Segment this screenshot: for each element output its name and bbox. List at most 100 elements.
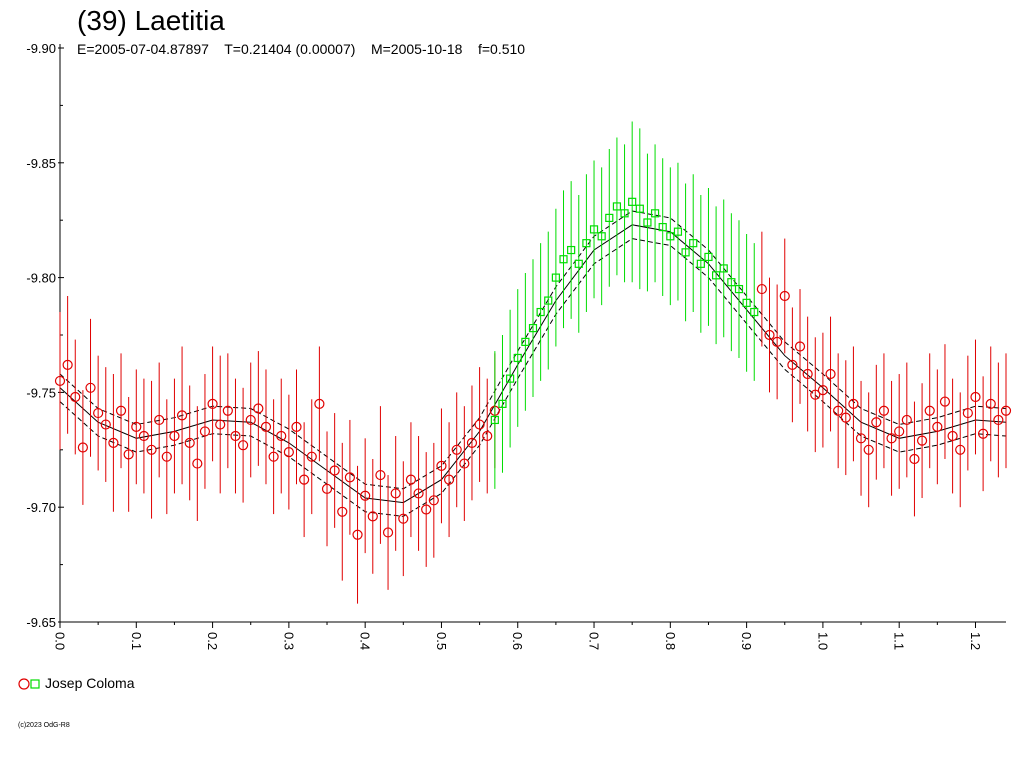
data-point-circle <box>932 421 943 432</box>
data-point-square <box>727 278 736 287</box>
data-point-circle <box>253 403 264 414</box>
y-tick-label: -9.85 <box>26 156 56 171</box>
data-point-circle <box>962 407 973 419</box>
data-point-square <box>536 307 545 317</box>
legend-green-square-marker <box>30 679 40 689</box>
data-point-circle <box>192 458 203 469</box>
data-point-circle <box>405 474 417 485</box>
data-point-square <box>490 415 499 425</box>
data-point-circle <box>62 359 73 370</box>
data-point-circle <box>756 283 767 295</box>
data-point-circle <box>1000 405 1012 416</box>
data-point-circle <box>855 433 867 444</box>
data-point-circle <box>886 433 897 444</box>
data-point-square <box>689 239 698 248</box>
data-point-circle <box>329 465 340 476</box>
data-point-circle <box>237 440 249 451</box>
data-point-square <box>574 259 583 268</box>
data-points <box>54 121 1012 604</box>
data-point-circle <box>138 430 150 442</box>
data-point-circle <box>970 391 981 403</box>
x-tick-label: 0.9 <box>739 632 754 650</box>
x-tick-label: 0.6 <box>510 632 525 650</box>
data-point-circle <box>802 368 813 380</box>
data-point-circle <box>863 444 874 455</box>
chart-title: (39) Laetitia <box>77 5 225 36</box>
data-point-circle <box>344 472 356 483</box>
data-point-circle <box>459 458 470 469</box>
data-point-circle <box>146 444 157 455</box>
data-point-circle <box>161 451 172 462</box>
data-point-circle <box>382 527 394 538</box>
data-point-circle <box>85 382 96 393</box>
data-point-square <box>650 209 660 218</box>
data-point-square <box>612 202 622 211</box>
data-point-circle <box>924 405 935 416</box>
data-point-square <box>551 273 560 282</box>
data-point-square <box>628 197 637 206</box>
data-point-circle <box>169 430 180 442</box>
data-point-square <box>742 298 751 307</box>
y-tick-label: -9.75 <box>26 385 56 400</box>
x-tick-label: 0.7 <box>587 632 602 650</box>
data-point-circle <box>978 428 989 439</box>
data-point-circle <box>764 329 775 341</box>
copyright-note: (c)2023 OdG-R8 <box>18 722 70 729</box>
data-point-circle <box>123 449 134 460</box>
data-point-circle <box>482 430 493 442</box>
data-point-circle <box>306 451 317 462</box>
data-point-square <box>666 232 675 241</box>
data-point-circle <box>154 414 165 426</box>
data-point-circle <box>100 419 111 430</box>
data-point-circle <box>93 407 104 419</box>
data-point-circle <box>299 474 310 485</box>
data-point-square <box>734 284 744 294</box>
data-point-square <box>582 239 591 248</box>
x-tick-label: 0.5 <box>434 632 449 650</box>
data-point-circle <box>871 417 882 428</box>
data-point-circle <box>230 430 241 442</box>
data-point-circle <box>939 396 951 407</box>
data-point-circle <box>321 483 333 494</box>
data-point-circle <box>466 437 478 449</box>
data-point-circle <box>794 341 806 352</box>
data-point-square <box>513 353 522 363</box>
data-point-square <box>589 225 599 234</box>
data-point-circle <box>833 405 844 416</box>
x-tick-label: 1.0 <box>815 632 830 650</box>
data-point-circle <box>276 430 287 442</box>
data-point-circle <box>352 529 363 540</box>
x-tick-label: 1.1 <box>892 632 907 650</box>
x-tick-label: 0.2 <box>205 632 220 650</box>
data-point-circle <box>901 414 912 426</box>
data-point-circle <box>131 421 142 432</box>
data-point-square <box>567 245 576 255</box>
data-point-square <box>704 252 713 262</box>
data-point-square <box>643 218 652 227</box>
data-point-circle <box>260 421 272 432</box>
data-point-circle <box>215 419 226 430</box>
data-point-circle <box>443 474 455 485</box>
model-upper-band <box>59 210 1007 490</box>
data-point-circle <box>108 437 119 449</box>
data-point-square <box>719 264 728 273</box>
x-tick-label: 0.3 <box>281 632 296 650</box>
x-tick-label: 1.2 <box>968 632 983 650</box>
x-tick-label: 0.4 <box>358 632 373 650</box>
data-point-circle <box>779 290 790 302</box>
data-point-circle <box>184 437 195 449</box>
data-point-circle <box>337 506 348 517</box>
data-point-circle <box>222 405 233 416</box>
data-point-square <box>711 271 721 280</box>
data-point-square <box>544 296 553 305</box>
chart-subtitle: E=2005-07-04.87897 T=0.21404 (0.00007) M… <box>77 41 525 57</box>
data-point-circle <box>245 414 256 426</box>
data-point-square <box>658 222 667 232</box>
data-point-circle <box>367 511 378 522</box>
data-point-square <box>528 324 538 333</box>
data-point-square <box>750 307 759 317</box>
data-point-circle <box>314 398 325 409</box>
data-point-circle <box>390 488 401 499</box>
data-point-square <box>673 227 683 236</box>
